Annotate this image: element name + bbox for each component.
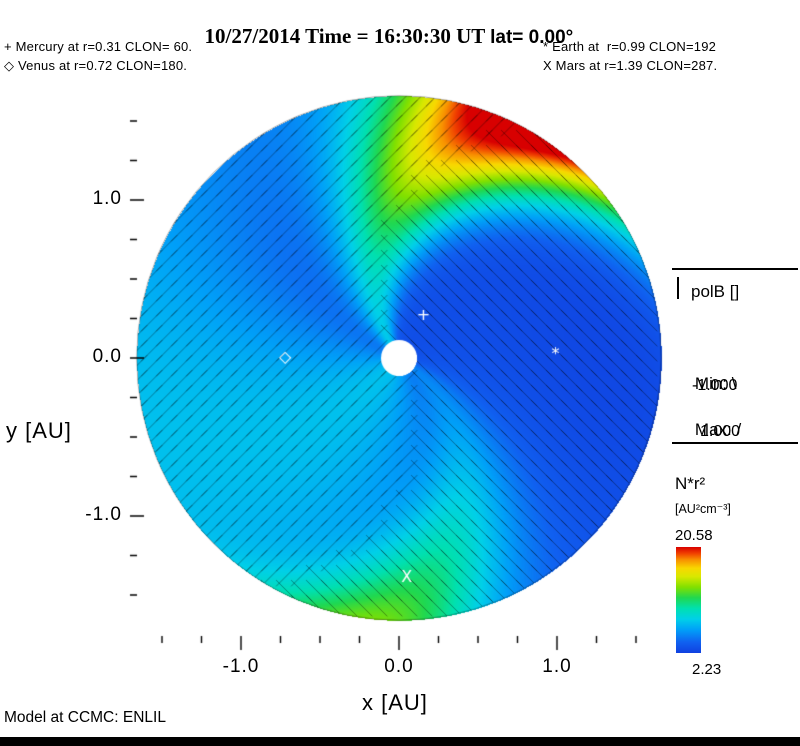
model-credit: Model at CCMC: ENLIL <box>4 709 166 726</box>
colorbar-gradient <box>676 547 701 653</box>
bottom-border-bar <box>0 737 800 746</box>
polarity-max-line: Max: / <box>676 400 741 460</box>
polarity-legend-bottom-rule <box>672 442 798 444</box>
polarity-legend-top-rule <box>672 268 798 270</box>
polarity-min-value: -1.000 <box>692 377 738 394</box>
y-tick-label-2: -1.0 <box>85 504 122 525</box>
polarity-min-line: Min: \ <box>676 354 737 414</box>
polarity-max-value: 1.000 <box>700 423 741 440</box>
plot-title-latitude: lat= 0.00° <box>490 27 574 48</box>
colorbar-quantity-label: N*r² <box>675 474 706 493</box>
y-axis-label: y [AU] <box>6 418 72 443</box>
annotation-mars: X Mars at r=1.39 CLON=287. <box>543 58 718 73</box>
plot-title: 10/27/2014 Time = 16:30:30 UT lat= 0.00° <box>0 6 760 67</box>
polarity-legend-tick <box>677 277 679 299</box>
x-tick-label-1: 0.0 <box>384 656 414 677</box>
polarity-max-label: Max: <box>694 420 737 439</box>
annotation-mercury: + Mercury at r=0.31 CLON= 60. <box>4 39 193 54</box>
positive-polarity-hatch-icon: / <box>736 420 742 439</box>
negative-polarity-hatch-icon: \ <box>731 374 737 393</box>
colorbar-max-value: 20.58 <box>675 527 713 544</box>
colorbar-units-label: [AU²cm⁻³] <box>675 502 731 516</box>
polarity-legend-title: polB [] <box>691 282 740 301</box>
x-tick-label-0: -1.0 <box>222 656 260 677</box>
plot-title-datetime: 10/27/2014 Time = 16:30:30 UT <box>204 24 491 48</box>
y-tick-label-0: 1.0 <box>92 188 122 209</box>
polarity-min-label: Min: <box>694 374 732 393</box>
annotation-venus: ◇ Venus at r=0.72 CLON=180. <box>4 58 188 73</box>
annotation-earth: * Earth at r=0.99 CLON=192 <box>543 39 717 54</box>
y-tick-label-1: 0.0 <box>92 346 122 367</box>
x-tick-label-2: 1.0 <box>542 656 572 677</box>
colorbar-min-value: 2.23 <box>692 661 722 678</box>
x-axis-label: x [AU] <box>362 690 428 715</box>
